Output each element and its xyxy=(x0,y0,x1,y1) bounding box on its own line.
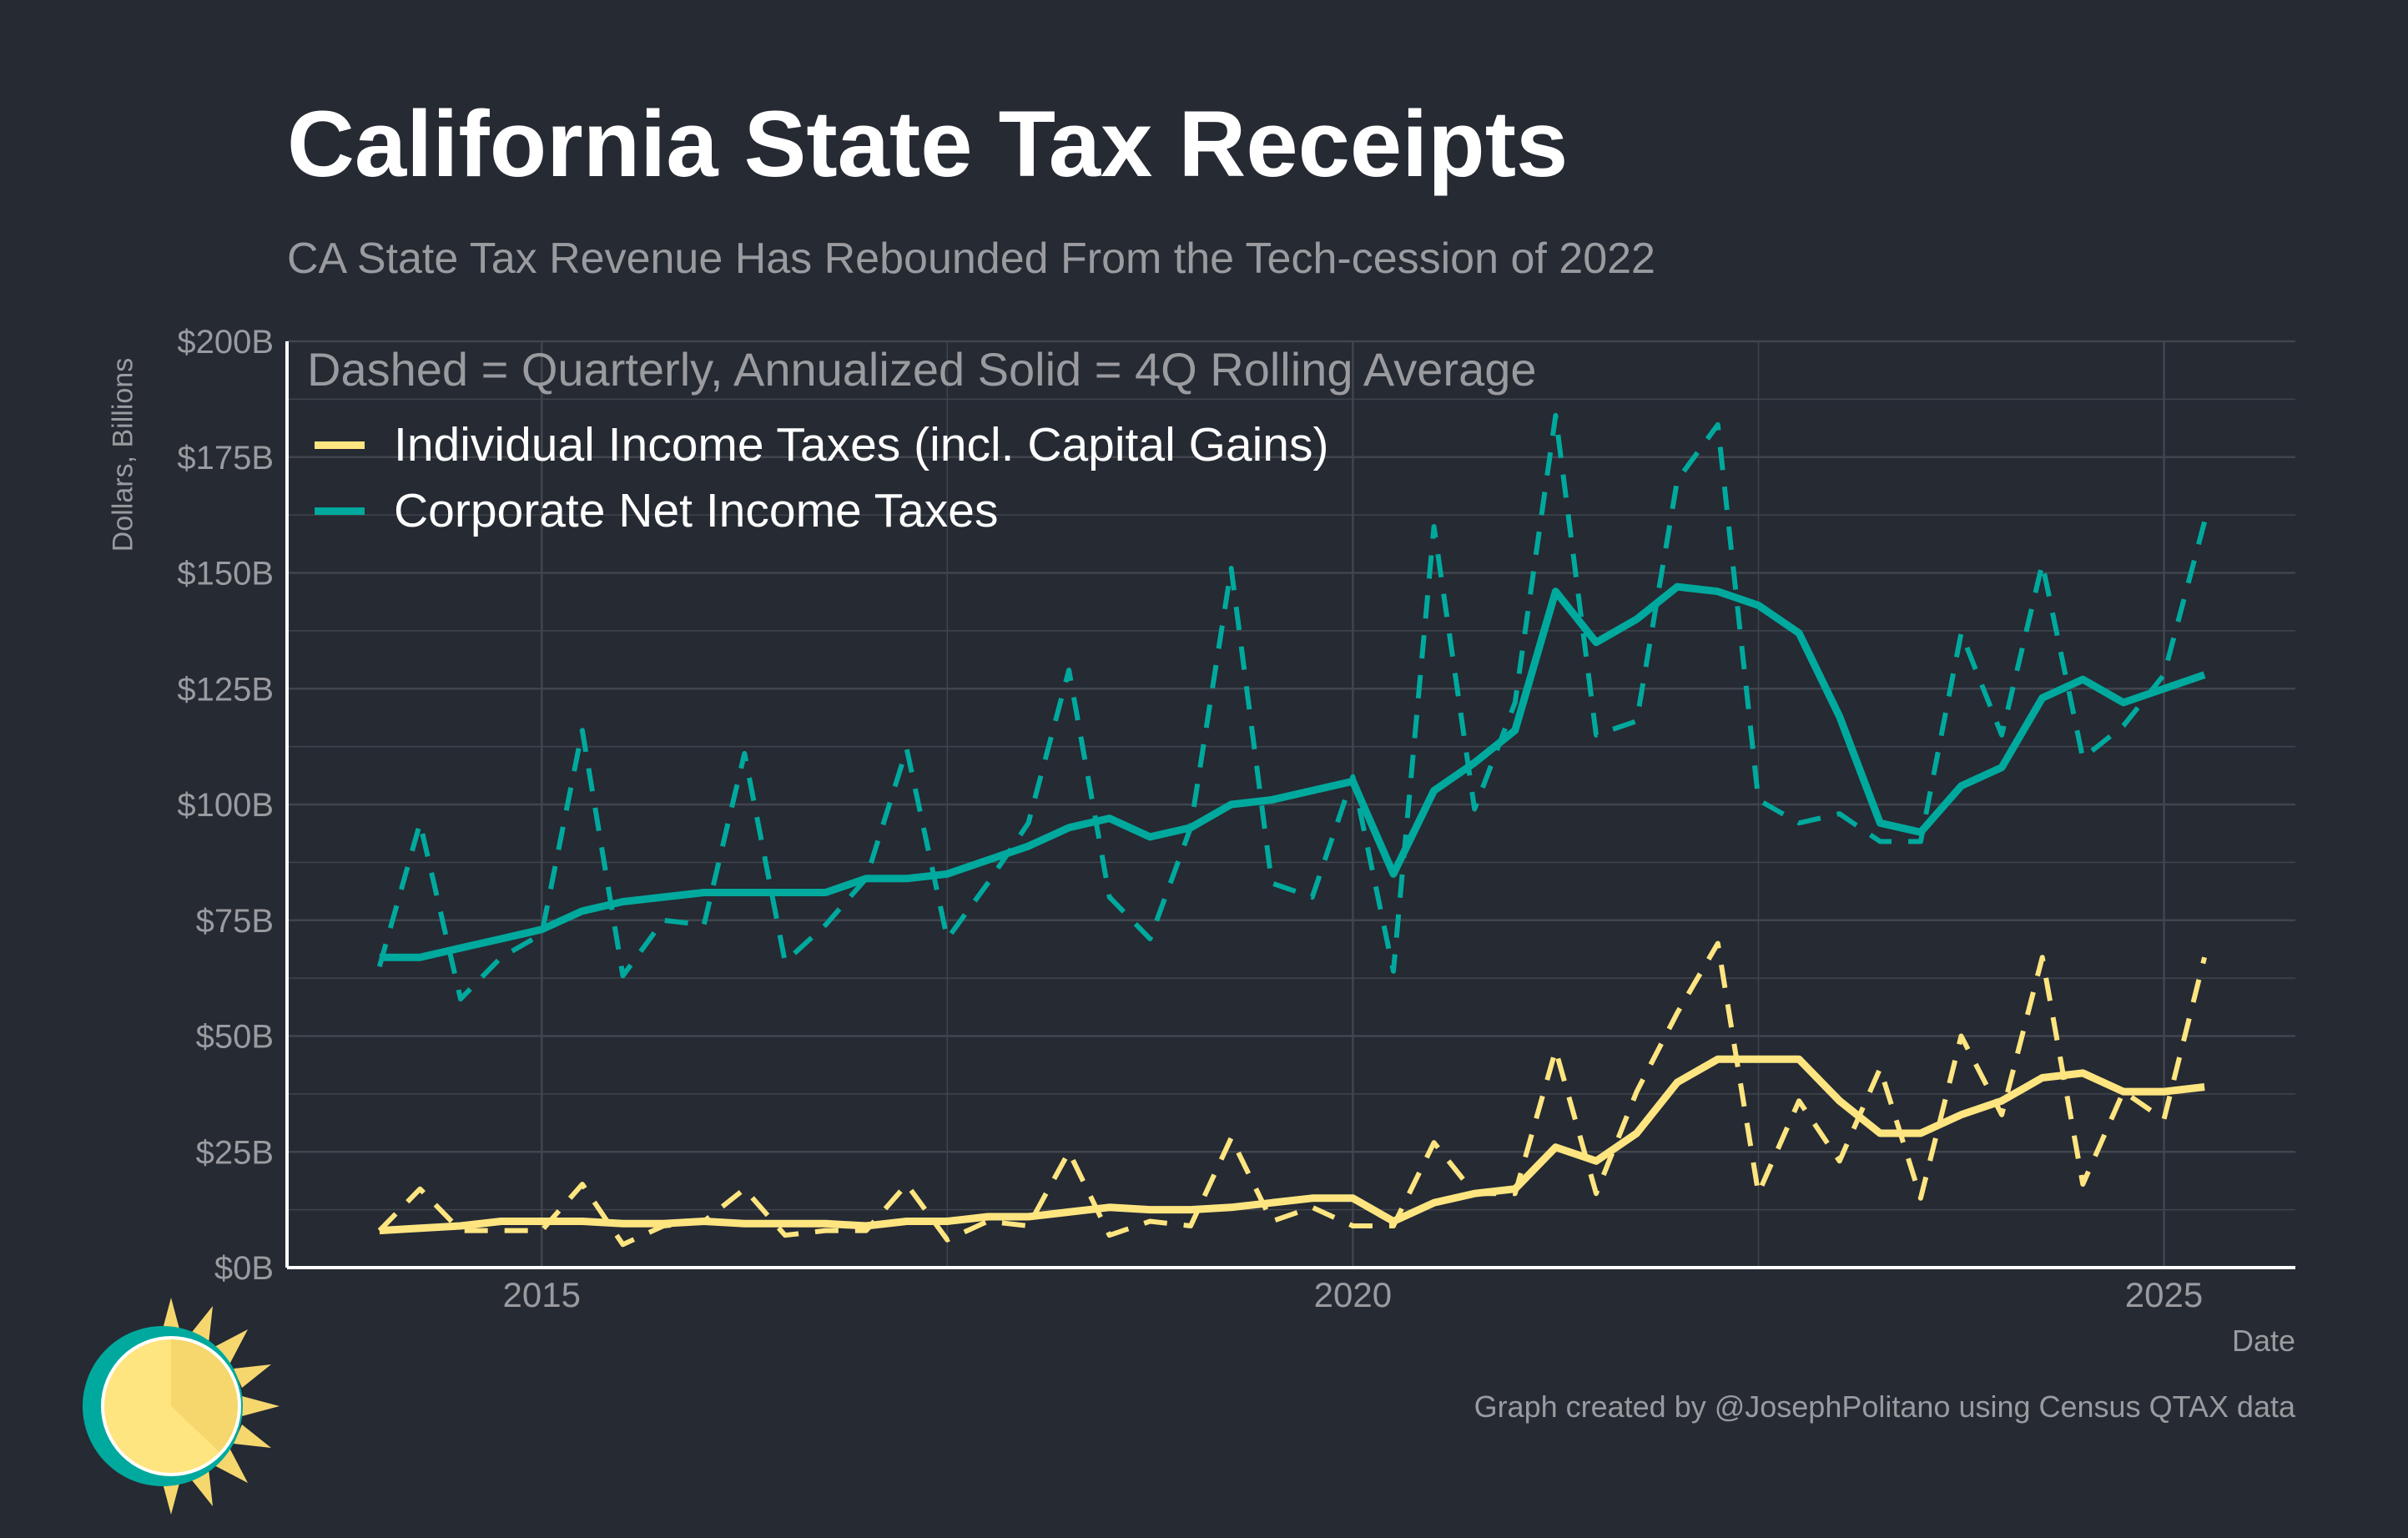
x-tick-label: 2015 xyxy=(503,1275,581,1314)
legend-item-corporate: Corporate Net Income Taxes xyxy=(315,483,998,538)
legend-swatch-corporate xyxy=(315,507,365,515)
source-credit: Graph created by @JosephPolitano using C… xyxy=(1474,1389,2295,1424)
y-tick-label: $150B xyxy=(177,556,274,593)
tick-labels: $0B $25B $50B $75B $100B $125B $150B $175B $200B… xyxy=(177,324,2203,1314)
series-lines xyxy=(376,412,2208,1248)
y-tick-label: $125B xyxy=(177,671,274,708)
y-tick-label: $0B xyxy=(214,1250,274,1287)
y-tick-label: $50B xyxy=(196,1019,274,1056)
grid-lines xyxy=(287,340,2295,1269)
chart-title: California State Tax Receipts xyxy=(287,92,1569,196)
y-tick-label: $75B xyxy=(196,903,274,940)
legend-swatch-individual xyxy=(315,441,365,449)
series-line-individual-solid xyxy=(379,1055,2205,1235)
series-line-corporate-solid xyxy=(379,582,2206,961)
legend-label-individual: Individual Income Taxes (incl. Capital G… xyxy=(394,418,1329,471)
chart-subtitle: CA State Tax Revenue Has Rebounded From … xyxy=(287,234,1655,283)
chart-annotation: Dashed = Quarterly, Annualized Solid = 4… xyxy=(307,343,1537,396)
y-tick-label: $175B xyxy=(177,440,274,477)
y-tick-label: $200B xyxy=(177,324,274,361)
series-line-corporate-dashed xyxy=(376,412,2207,1002)
y-tick-label: $100B xyxy=(177,787,274,824)
legend-label-corporate: Corporate Net Income Taxes xyxy=(394,484,999,537)
y-tick-label: $25B xyxy=(196,1134,274,1171)
x-tick-label: 2020 xyxy=(1314,1275,1392,1314)
y-axis-label: Dollars, Billions xyxy=(107,357,139,552)
x-tick-label: 2025 xyxy=(2125,1275,2203,1314)
legend-item-individual: Individual Income Taxes (incl. Capital G… xyxy=(315,417,1328,472)
x-axis-label: Date xyxy=(2231,1324,2295,1358)
sun-logo-icon xyxy=(83,1298,280,1515)
